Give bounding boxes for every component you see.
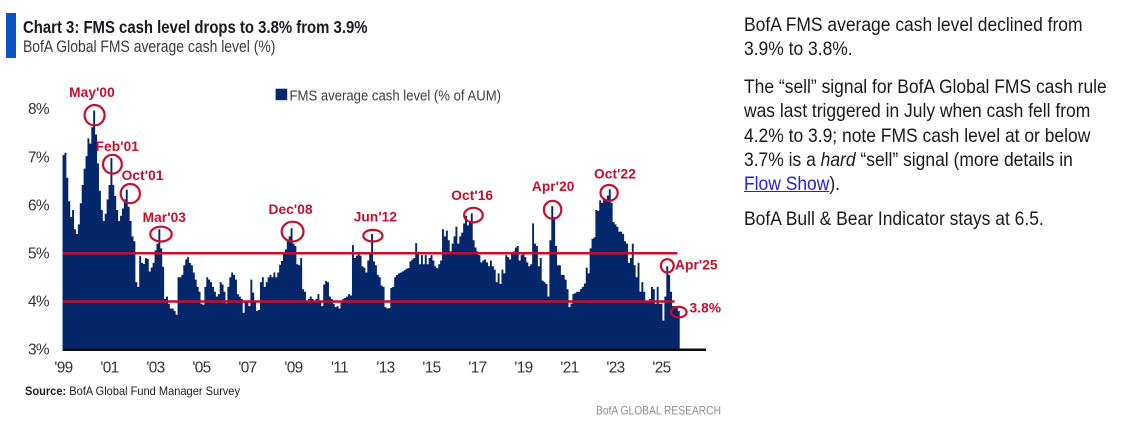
svg-text:3.8%: 3.8% (690, 301, 722, 316)
svg-text:BofA GLOBAL RESEARCH: BofA GLOBAL RESEARCH (596, 403, 721, 417)
svg-text:Feb'01: Feb'01 (96, 139, 140, 154)
svg-text:'01: '01 (100, 360, 118, 377)
svg-text:Jun'12: Jun'12 (354, 210, 398, 225)
svg-text:'99: '99 (54, 360, 72, 377)
svg-text:Source: BofA Global Fund Manag: Source: BofA Global Fund Manager Survey (25, 385, 240, 398)
svg-text:3%: 3% (28, 342, 50, 359)
svg-text:Dec'08: Dec'08 (268, 202, 312, 217)
svg-text:Oct'16: Oct'16 (451, 188, 493, 203)
svg-text:8%: 8% (28, 101, 50, 118)
svg-text:Apr'20: Apr'20 (532, 179, 575, 194)
svg-text:'15: '15 (422, 360, 440, 377)
svg-text:Apr'25: Apr'25 (675, 257, 718, 272)
svg-text:Oct'22: Oct'22 (594, 166, 636, 181)
svg-text:'09: '09 (284, 360, 302, 377)
svg-text:'05: '05 (192, 360, 210, 377)
svg-text:4%: 4% (28, 294, 50, 311)
svg-text:'21: '21 (560, 360, 578, 377)
svg-text:6%: 6% (28, 197, 50, 214)
svg-text:May'00: May'00 (69, 85, 115, 100)
svg-text:'25: '25 (652, 360, 670, 377)
svg-text:Oct'01: Oct'01 (122, 168, 164, 183)
svg-text:'13: '13 (376, 360, 394, 377)
svg-text:Mar'03: Mar'03 (143, 210, 187, 225)
svg-text:5%: 5% (28, 245, 50, 262)
svg-text:'17: '17 (468, 360, 486, 377)
svg-text:'23: '23 (606, 360, 624, 377)
svg-text:7%: 7% (28, 149, 50, 166)
svg-text:'03: '03 (146, 360, 164, 377)
svg-text:FMS average cash level (% of A: FMS average cash level (% of AUM) (290, 88, 502, 104)
svg-text:'19: '19 (514, 360, 532, 377)
svg-text:'11: '11 (331, 360, 348, 377)
svg-text:'07: '07 (238, 360, 256, 377)
